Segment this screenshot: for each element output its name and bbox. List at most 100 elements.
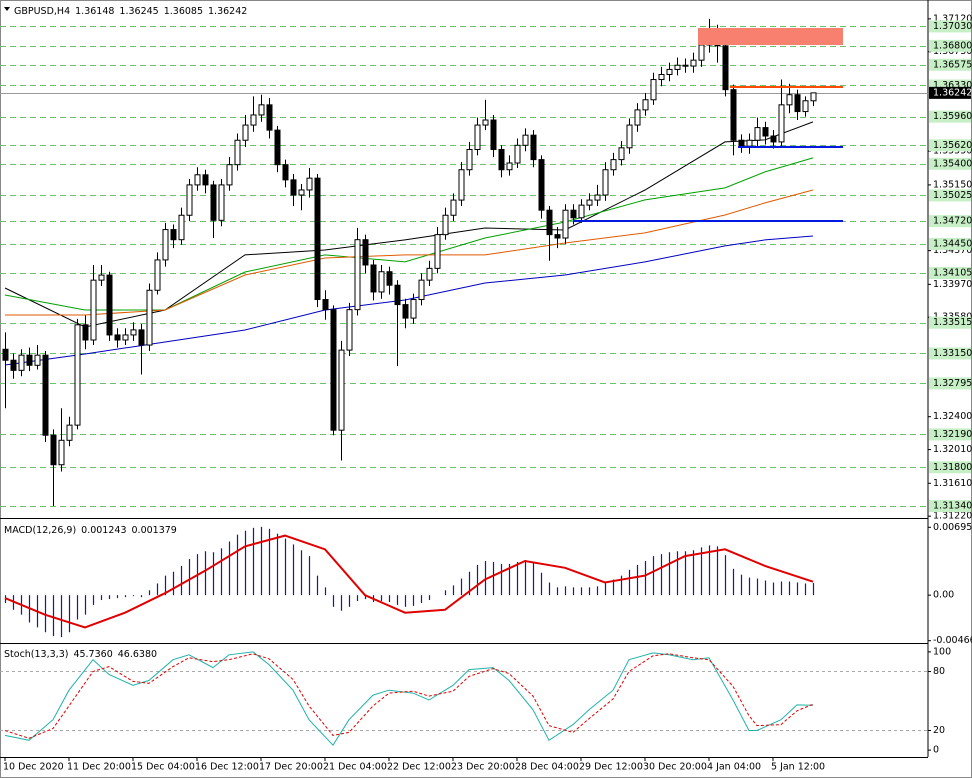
- candle-body: [730, 89, 737, 141]
- candle-body: [314, 177, 321, 301]
- candle-body: [178, 214, 185, 241]
- x-tick-label: 30 Dec 20:00: [643, 762, 707, 773]
- candle-body: [658, 73, 665, 81]
- x-tick-label: 17 Dec 20:00: [259, 762, 323, 773]
- pane-header: Stoch(13,3,3) 45.7360 46.6380: [4, 649, 157, 660]
- level-label-box: [929, 110, 971, 123]
- pane-header: MACD(12,26,9) 0.001243 0.001379: [4, 525, 177, 536]
- level-label-box: [929, 215, 971, 228]
- candle-body: [354, 239, 361, 311]
- level-label-box: [929, 316, 971, 329]
- y-tick-label: 80: [933, 666, 945, 677]
- candle-body: [98, 274, 105, 281]
- candle-body: [114, 334, 121, 341]
- candle-body: [330, 309, 337, 431]
- candle-body: [466, 149, 473, 171]
- candle-body: [474, 124, 481, 151]
- candle-body: [10, 359, 17, 371]
- candle-body: [682, 64, 689, 67]
- candle-body: [122, 334, 129, 341]
- candle-body: [562, 209, 569, 239]
- indicator-name: GBPUSD,H4: [14, 6, 70, 17]
- candle-body: [418, 279, 425, 301]
- candle-body: [570, 209, 577, 219]
- collapse-icon: [4, 7, 10, 11]
- candle-body: [58, 439, 65, 466]
- level-label: 1.32795: [933, 378, 972, 389]
- level-label-box: [929, 377, 971, 390]
- level-label: 1.34450: [933, 238, 972, 249]
- y-tick-label: 100: [933, 646, 951, 657]
- candle-body: [18, 354, 25, 371]
- level-label-box: [929, 500, 971, 513]
- candle-body: [378, 271, 385, 293]
- candle-body: [50, 434, 57, 466]
- candle-body: [666, 68, 673, 75]
- candle-body: [186, 184, 193, 216]
- x-tick-label: 28 Dec 04:00: [515, 762, 579, 773]
- level-label-box: [929, 428, 971, 441]
- candle-body: [402, 304, 409, 319]
- candle-body: [322, 299, 329, 311]
- x-tick-label: 22 Dec 12:00: [387, 762, 451, 773]
- level-label: 1.34720: [933, 216, 972, 227]
- candle-body: [610, 159, 617, 171]
- x-tick-label: 21 Dec 04:00: [323, 762, 387, 773]
- candle-body: [458, 169, 465, 201]
- level-label: 1.37030: [933, 21, 972, 32]
- candle-body: [490, 119, 497, 151]
- candle-body: [2, 348, 9, 361]
- candle-body: [338, 349, 345, 431]
- header-value: 45.7360: [73, 649, 112, 660]
- y-tick-label: 20: [933, 725, 945, 736]
- candle-body: [274, 129, 281, 166]
- candle-body: [602, 169, 609, 196]
- header-value: 0.001243: [81, 525, 126, 536]
- candle-body: [746, 139, 753, 147]
- y-tick-label: 1.33970: [933, 279, 972, 290]
- level-label-box: [929, 461, 971, 474]
- candle-body: [130, 329, 137, 336]
- candle-body: [786, 94, 793, 106]
- x-tick-label: 29 Dec 12:00: [579, 762, 643, 773]
- candle-body: [386, 271, 393, 286]
- candle-body: [170, 229, 177, 241]
- candle-body: [226, 164, 233, 186]
- y-tick-label: 0.00: [933, 590, 954, 601]
- candle-body: [234, 139, 241, 166]
- level-label-box: [929, 139, 971, 152]
- candle-body: [498, 149, 505, 171]
- header-value: 1.36242: [208, 6, 247, 17]
- candle-body: [394, 284, 401, 306]
- candle-body: [266, 104, 273, 131]
- y-tick-label: 1.31220: [933, 511, 972, 522]
- x-tick-label: 15 Dec 04:00: [131, 762, 195, 773]
- candle-body: [546, 209, 553, 236]
- level-label: 1.33515: [933, 317, 972, 328]
- y-tick-label: 1.32010: [933, 444, 972, 455]
- candle-body: [218, 184, 225, 221]
- candle-body: [450, 199, 457, 216]
- candle-body: [482, 119, 489, 126]
- candle-body: [578, 204, 585, 219]
- candle-body: [66, 424, 73, 441]
- candle-body: [162, 229, 169, 261]
- candle-body: [82, 324, 89, 341]
- level-label-box: [929, 157, 971, 170]
- header-value: 1.36148: [75, 6, 114, 17]
- level-label-box: [929, 189, 971, 202]
- level-label-box: [929, 347, 971, 360]
- stoch-line: [4, 651, 814, 747]
- level-label: 1.33150: [933, 348, 972, 359]
- header-value: 0.001379: [132, 525, 177, 536]
- level-label: 1.36575: [933, 59, 972, 70]
- drawn-objects: [573, 28, 843, 222]
- candle-body: [650, 79, 657, 101]
- candle-body: [434, 234, 441, 269]
- candle-body: [258, 104, 265, 116]
- x-tick-label: 23 Dec 20:00: [451, 762, 515, 773]
- candle-body: [554, 234, 561, 239]
- level-label: 1.35400: [933, 158, 972, 169]
- level-label: 1.35960: [933, 111, 972, 122]
- level-label: 1.36330: [933, 80, 972, 91]
